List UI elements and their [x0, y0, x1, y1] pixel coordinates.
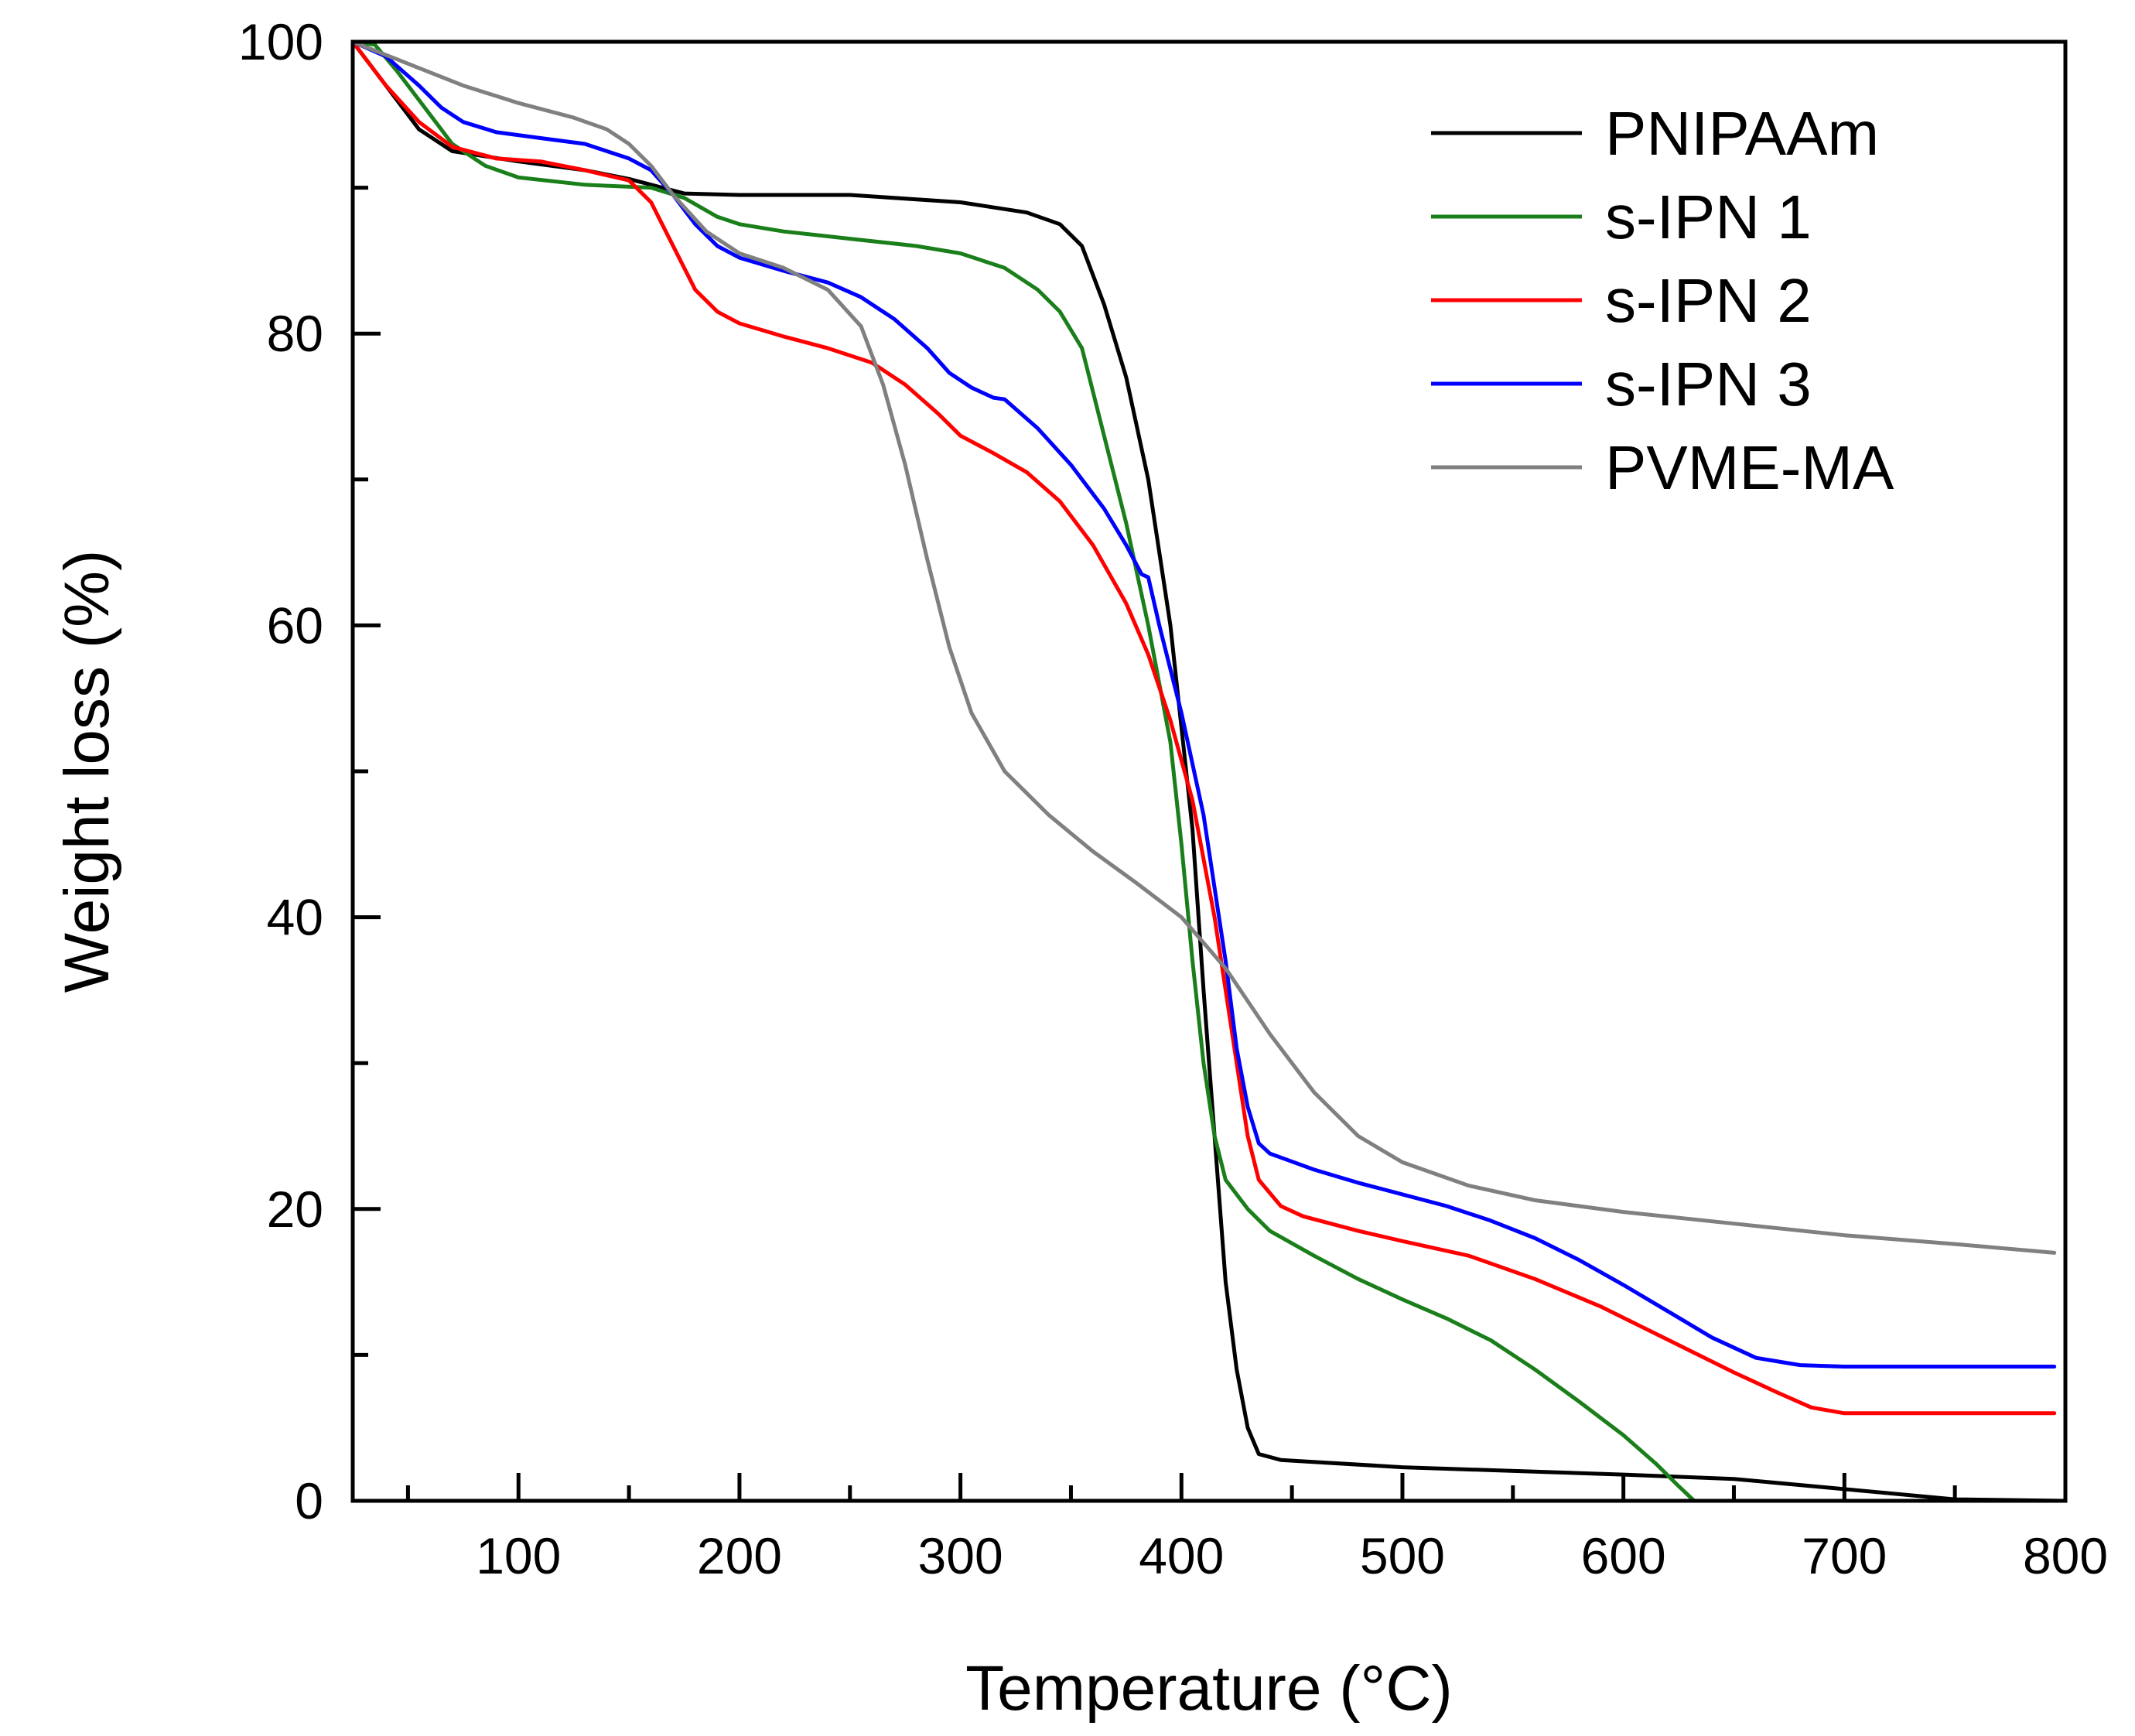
series-line-2 — [350, 39, 1696, 1503]
y-tick-label: 40 — [267, 889, 323, 946]
x-tick-label: 800 — [2023, 1527, 2108, 1584]
series-layer — [350, 39, 2068, 1503]
legend: PNIPAAm s-IPN 1 s-IPN 2 s-IPN 3 PVME-MA — [1431, 99, 1894, 502]
legend-label: s-IPN 3 — [1605, 350, 1812, 419]
x-tick-label: 400 — [1139, 1527, 1224, 1584]
y-tick-label: 20 — [267, 1181, 323, 1238]
x-tick-label: 200 — [697, 1527, 782, 1584]
axis-ticks: 100 200 300 400 500 600 700 800 0 20 40 60 80 100 — [238, 13, 2108, 1584]
y-tick-label: 0 — [295, 1472, 323, 1529]
x-tick-label: 500 — [1360, 1527, 1445, 1584]
series-line-5 — [350, 39, 2057, 1255]
x-tick-label: 600 — [1581, 1527, 1666, 1584]
x-tick-label: 300 — [918, 1527, 1003, 1584]
legend-label: PVME-MA — [1605, 433, 1894, 502]
y-tick-label: 100 — [238, 13, 323, 70]
series-line-4 — [350, 39, 2057, 1369]
x-tick-label: 700 — [1802, 1527, 1887, 1584]
x-axis-title: Temperature (°C) — [965, 1653, 1453, 1724]
y-axis-title: Weight loss (%) — [52, 550, 122, 993]
y-tick-label: 80 — [267, 305, 323, 362]
legend-label: s-IPN 1 — [1605, 183, 1812, 251]
x-tick-label: 100 — [476, 1527, 561, 1584]
y-tick-label: 60 — [267, 596, 323, 654]
series-line-3 — [350, 39, 2057, 1416]
legend-label: PNIPAAm — [1605, 99, 1879, 168]
legend-label: s-IPN 2 — [1605, 266, 1812, 335]
